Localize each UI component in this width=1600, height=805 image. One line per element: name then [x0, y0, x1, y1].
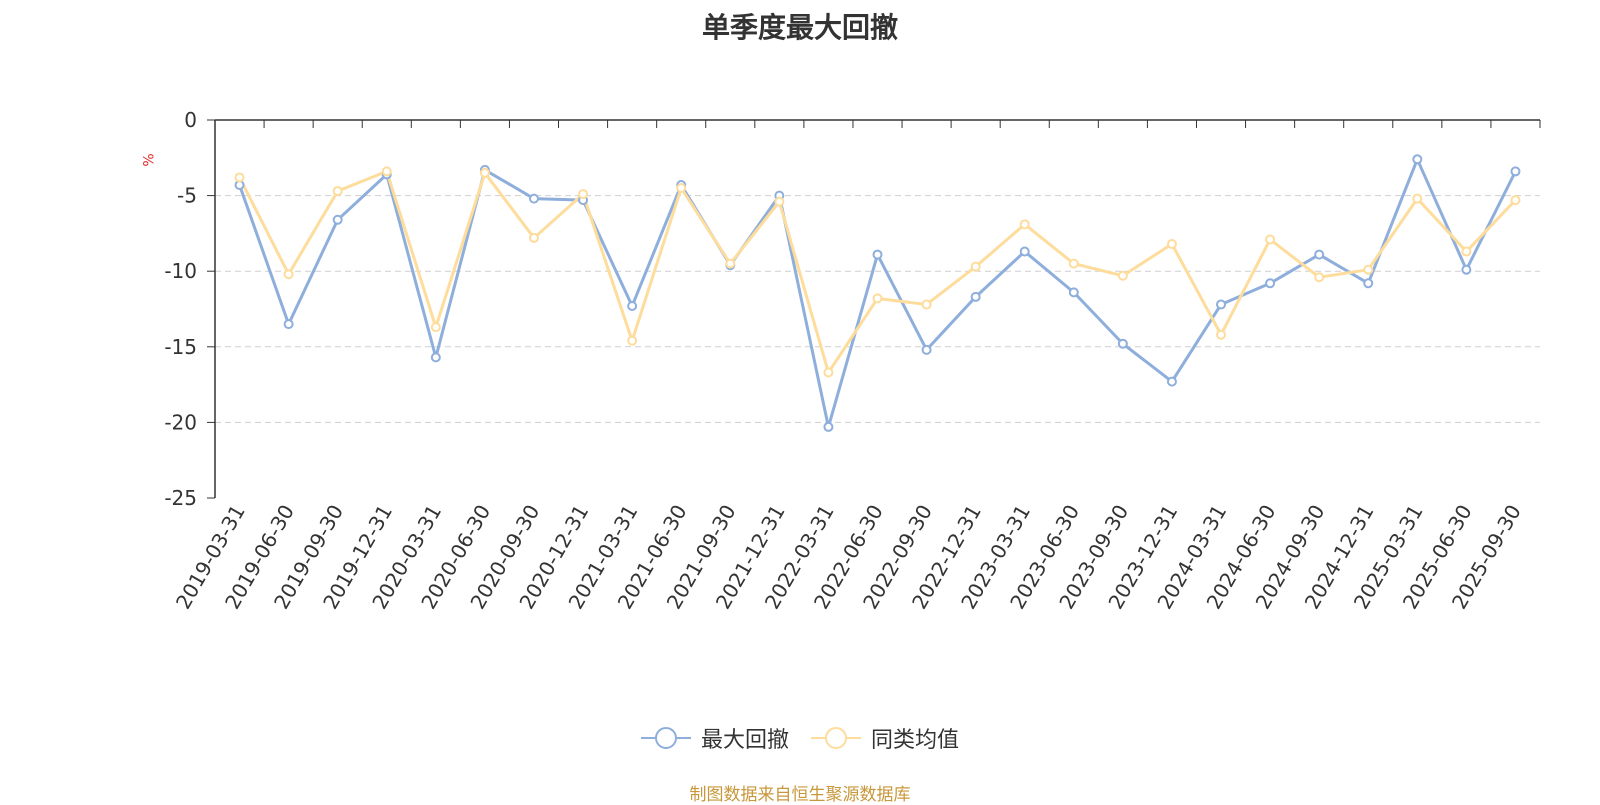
data-point-series-2 — [1314, 272, 1325, 283]
y-tick-label: -15 — [164, 335, 197, 359]
data-point-series-2 — [921, 299, 932, 310]
data-point-series-1 — [1412, 154, 1423, 165]
data-point-series-1 — [1265, 278, 1276, 289]
data-point-series-2 — [1216, 329, 1227, 340]
y-tick-label: -25 — [164, 486, 197, 510]
data-point-series-1 — [970, 291, 981, 302]
data-point-series-1 — [1363, 278, 1374, 289]
data-point-series-1 — [528, 193, 539, 204]
y-tick-label: -5 — [177, 184, 197, 208]
data-point-series-1 — [430, 352, 441, 363]
data-point-series-2 — [676, 183, 687, 194]
data-point-series-2 — [774, 196, 785, 207]
data-point-series-2 — [1363, 264, 1374, 275]
chart-title: 单季度最大回撤 — [701, 11, 898, 44]
data-point-series-1 — [627, 300, 638, 311]
data-point-series-2 — [283, 269, 294, 280]
data-point-series-1 — [1019, 246, 1030, 257]
data-point-series-2 — [872, 293, 883, 304]
data-point-series-1 — [1461, 264, 1472, 275]
series-line-1 — [238, 157, 1517, 429]
legend-label-series-1: 最大回撤 — [700, 728, 789, 753]
legend-line-marker-icon — [811, 727, 861, 749]
data-point-series-2 — [1510, 195, 1521, 206]
data-point-series-2 — [430, 322, 441, 333]
legend-item-series-2[interactable]: 同类均值 — [811, 722, 959, 754]
y-tick-label: -20 — [164, 410, 197, 434]
data-point-series-1 — [823, 421, 834, 432]
data-point-series-2 — [1412, 193, 1423, 204]
data-point-series-1 — [921, 344, 932, 355]
data-point-series-2 — [970, 261, 981, 272]
data-point-series-2 — [1166, 238, 1177, 249]
data-point-series-1 — [332, 214, 343, 225]
data-source-footer: 制图数据来自恒生聚源数据库 — [689, 785, 911, 805]
data-point-series-1 — [1510, 166, 1521, 177]
data-point-series-2 — [1068, 258, 1079, 269]
data-point-series-1 — [1166, 376, 1177, 387]
legend: 最大回撤 同类均值 — [0, 722, 1600, 754]
data-point-series-1 — [1117, 338, 1128, 349]
data-point-series-1 — [1314, 249, 1325, 260]
data-point-series-2 — [1019, 219, 1030, 230]
data-point-series-2 — [1265, 234, 1276, 245]
data-point-series-2 — [627, 335, 638, 346]
data-point-series-2 — [528, 232, 539, 243]
data-point-series-2 — [332, 186, 343, 197]
y-tick-label: -10 — [164, 259, 197, 283]
data-point-series-2 — [381, 166, 392, 177]
data-point-series-1 — [872, 249, 883, 260]
data-point-series-2 — [725, 258, 736, 269]
legend-line-marker-icon — [640, 727, 691, 749]
data-point-series-2 — [479, 167, 490, 178]
legend-label-series-2: 同类均值 — [871, 728, 960, 753]
line-chart: 0-5-10-15-20-252019-03-312019-06-302019-… — [164, 108, 1541, 613]
data-point-series-1 — [1216, 299, 1227, 310]
data-point-series-2 — [823, 367, 834, 378]
data-point-series-1 — [1068, 287, 1079, 298]
data-point-series-1 — [283, 319, 294, 330]
legend-item-series-1[interactable]: 最大回撤 — [640, 722, 789, 754]
data-point-series-2 — [1461, 246, 1472, 257]
data-point-series-2 — [578, 189, 589, 200]
y-tick-label: 0 — [184, 108, 197, 132]
data-point-series-2 — [1117, 270, 1128, 281]
data-point-series-2 — [234, 172, 245, 183]
